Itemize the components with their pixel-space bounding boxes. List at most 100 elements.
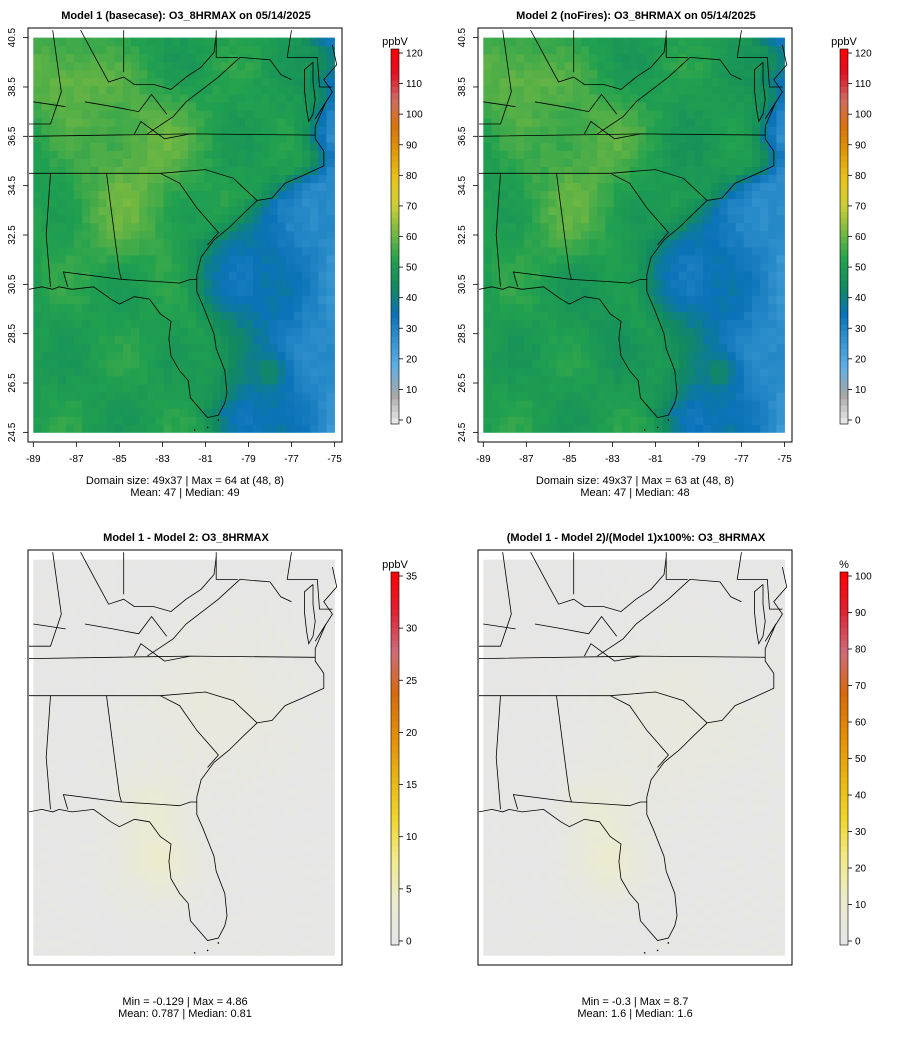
heatmap-cell xyxy=(212,271,221,280)
heatmap-cell xyxy=(491,118,500,127)
heatmap-cell xyxy=(196,174,205,184)
heatmap-cell xyxy=(228,247,238,256)
heatmap-cell xyxy=(629,303,639,312)
heatmap-cell xyxy=(57,85,67,95)
heatmap-cell xyxy=(74,327,83,337)
heatmap-cell xyxy=(228,842,238,851)
heatmap-cell xyxy=(122,303,132,312)
heatmap-cell xyxy=(106,263,116,272)
heatmap-cell xyxy=(326,61,335,71)
colorbar-swatch xyxy=(840,411,848,419)
heatmap-cell xyxy=(114,343,124,353)
heatmap-cell xyxy=(277,206,287,216)
heatmap-cell xyxy=(269,69,278,79)
heatmap-cell xyxy=(703,214,712,224)
heatmap-cell xyxy=(318,69,327,79)
heatmap-cell xyxy=(163,61,173,71)
heatmap-cell xyxy=(33,134,42,143)
heatmap-cell xyxy=(727,102,737,111)
heatmap-cell xyxy=(236,271,246,280)
heatmap-cell xyxy=(131,303,140,312)
heatmap-cell xyxy=(269,834,278,843)
heatmap-cell xyxy=(735,384,745,393)
heatmap-cell xyxy=(179,923,189,932)
heatmap-cell xyxy=(114,319,124,329)
heatmap-cell xyxy=(131,287,140,296)
heatmap-cell xyxy=(106,842,116,851)
heatmap-cell xyxy=(499,190,509,200)
heatmap-cell xyxy=(743,343,753,353)
heatmap-cell xyxy=(41,818,50,827)
heatmap-cell xyxy=(261,263,270,272)
heatmap-cell xyxy=(703,400,712,409)
heatmap-cell xyxy=(131,190,140,200)
heatmap-cell xyxy=(244,239,254,248)
heatmap-cell xyxy=(515,384,525,393)
heatmap-cell xyxy=(147,295,156,304)
heatmap-cell xyxy=(220,174,230,184)
heatmap-cell xyxy=(90,906,99,916)
heatmap-cell xyxy=(122,834,132,843)
heatmap-cell xyxy=(285,801,295,811)
heatmap-cell xyxy=(147,61,156,71)
colorbar-swatch xyxy=(391,199,399,206)
heatmap-cell xyxy=(646,392,655,401)
colorbar-swatch xyxy=(391,280,399,287)
heatmap-cell xyxy=(196,61,205,71)
heatmap-cell xyxy=(122,255,132,264)
heatmap-cell xyxy=(678,416,688,425)
heatmap-cell xyxy=(621,384,631,393)
heatmap-cell xyxy=(171,319,181,329)
heatmap-cell xyxy=(74,842,83,851)
heatmap-cell xyxy=(244,834,254,843)
heatmap-cell xyxy=(261,198,270,208)
heatmap-cell xyxy=(556,198,566,208)
heatmap-cell xyxy=(212,914,221,924)
heatmap-cell xyxy=(196,850,205,859)
heatmap-cell xyxy=(564,69,574,79)
heatmap-cell xyxy=(556,118,566,127)
heatmap-cell xyxy=(326,271,335,280)
heatmap-cell xyxy=(49,785,59,795)
heatmap-cell xyxy=(220,37,230,47)
heatmap-cell xyxy=(776,255,785,264)
heatmap-cell xyxy=(114,311,124,320)
heatmap-cell xyxy=(597,126,606,135)
heatmap-cell xyxy=(122,77,132,87)
heatmap-cell xyxy=(155,110,164,119)
heatmap-cell xyxy=(637,150,647,159)
heatmap-cell xyxy=(114,45,124,55)
heatmap-cell xyxy=(483,174,492,184)
heatmap-cell xyxy=(711,247,720,256)
heatmap-cell xyxy=(98,174,107,184)
heatmap-cell xyxy=(253,134,262,143)
heatmap-cell xyxy=(106,150,116,159)
heatmap-cell xyxy=(57,343,67,353)
heatmap-cell xyxy=(163,77,173,87)
heatmap-cell xyxy=(735,351,745,361)
heatmap-cell xyxy=(65,906,75,916)
heatmap-cell xyxy=(621,287,631,296)
heatmap-cell xyxy=(204,737,213,746)
heatmap-cell xyxy=(711,69,720,79)
heatmap-cell xyxy=(277,150,287,159)
heatmap-cell xyxy=(285,753,295,762)
heatmap-cell xyxy=(74,118,83,127)
heatmap-cell xyxy=(49,416,59,425)
colorbar-swatch xyxy=(391,61,399,69)
heatmap-cell xyxy=(581,335,590,345)
heatmap-cell xyxy=(49,61,59,71)
heatmap-cell xyxy=(261,424,270,433)
heatmap-cell xyxy=(301,753,311,762)
heatmap-cell xyxy=(670,239,680,248)
heatmap-cell xyxy=(629,424,639,433)
heatmap-cell xyxy=(613,94,623,103)
heatmap-cell xyxy=(719,206,728,216)
heatmap-cell xyxy=(540,110,549,119)
heatmap-cell xyxy=(41,761,50,771)
heatmap-cell xyxy=(597,230,606,240)
heatmap-cell xyxy=(540,384,549,393)
heatmap-cell xyxy=(285,826,295,835)
heatmap-cell xyxy=(507,247,517,256)
heatmap-cell xyxy=(293,939,303,948)
